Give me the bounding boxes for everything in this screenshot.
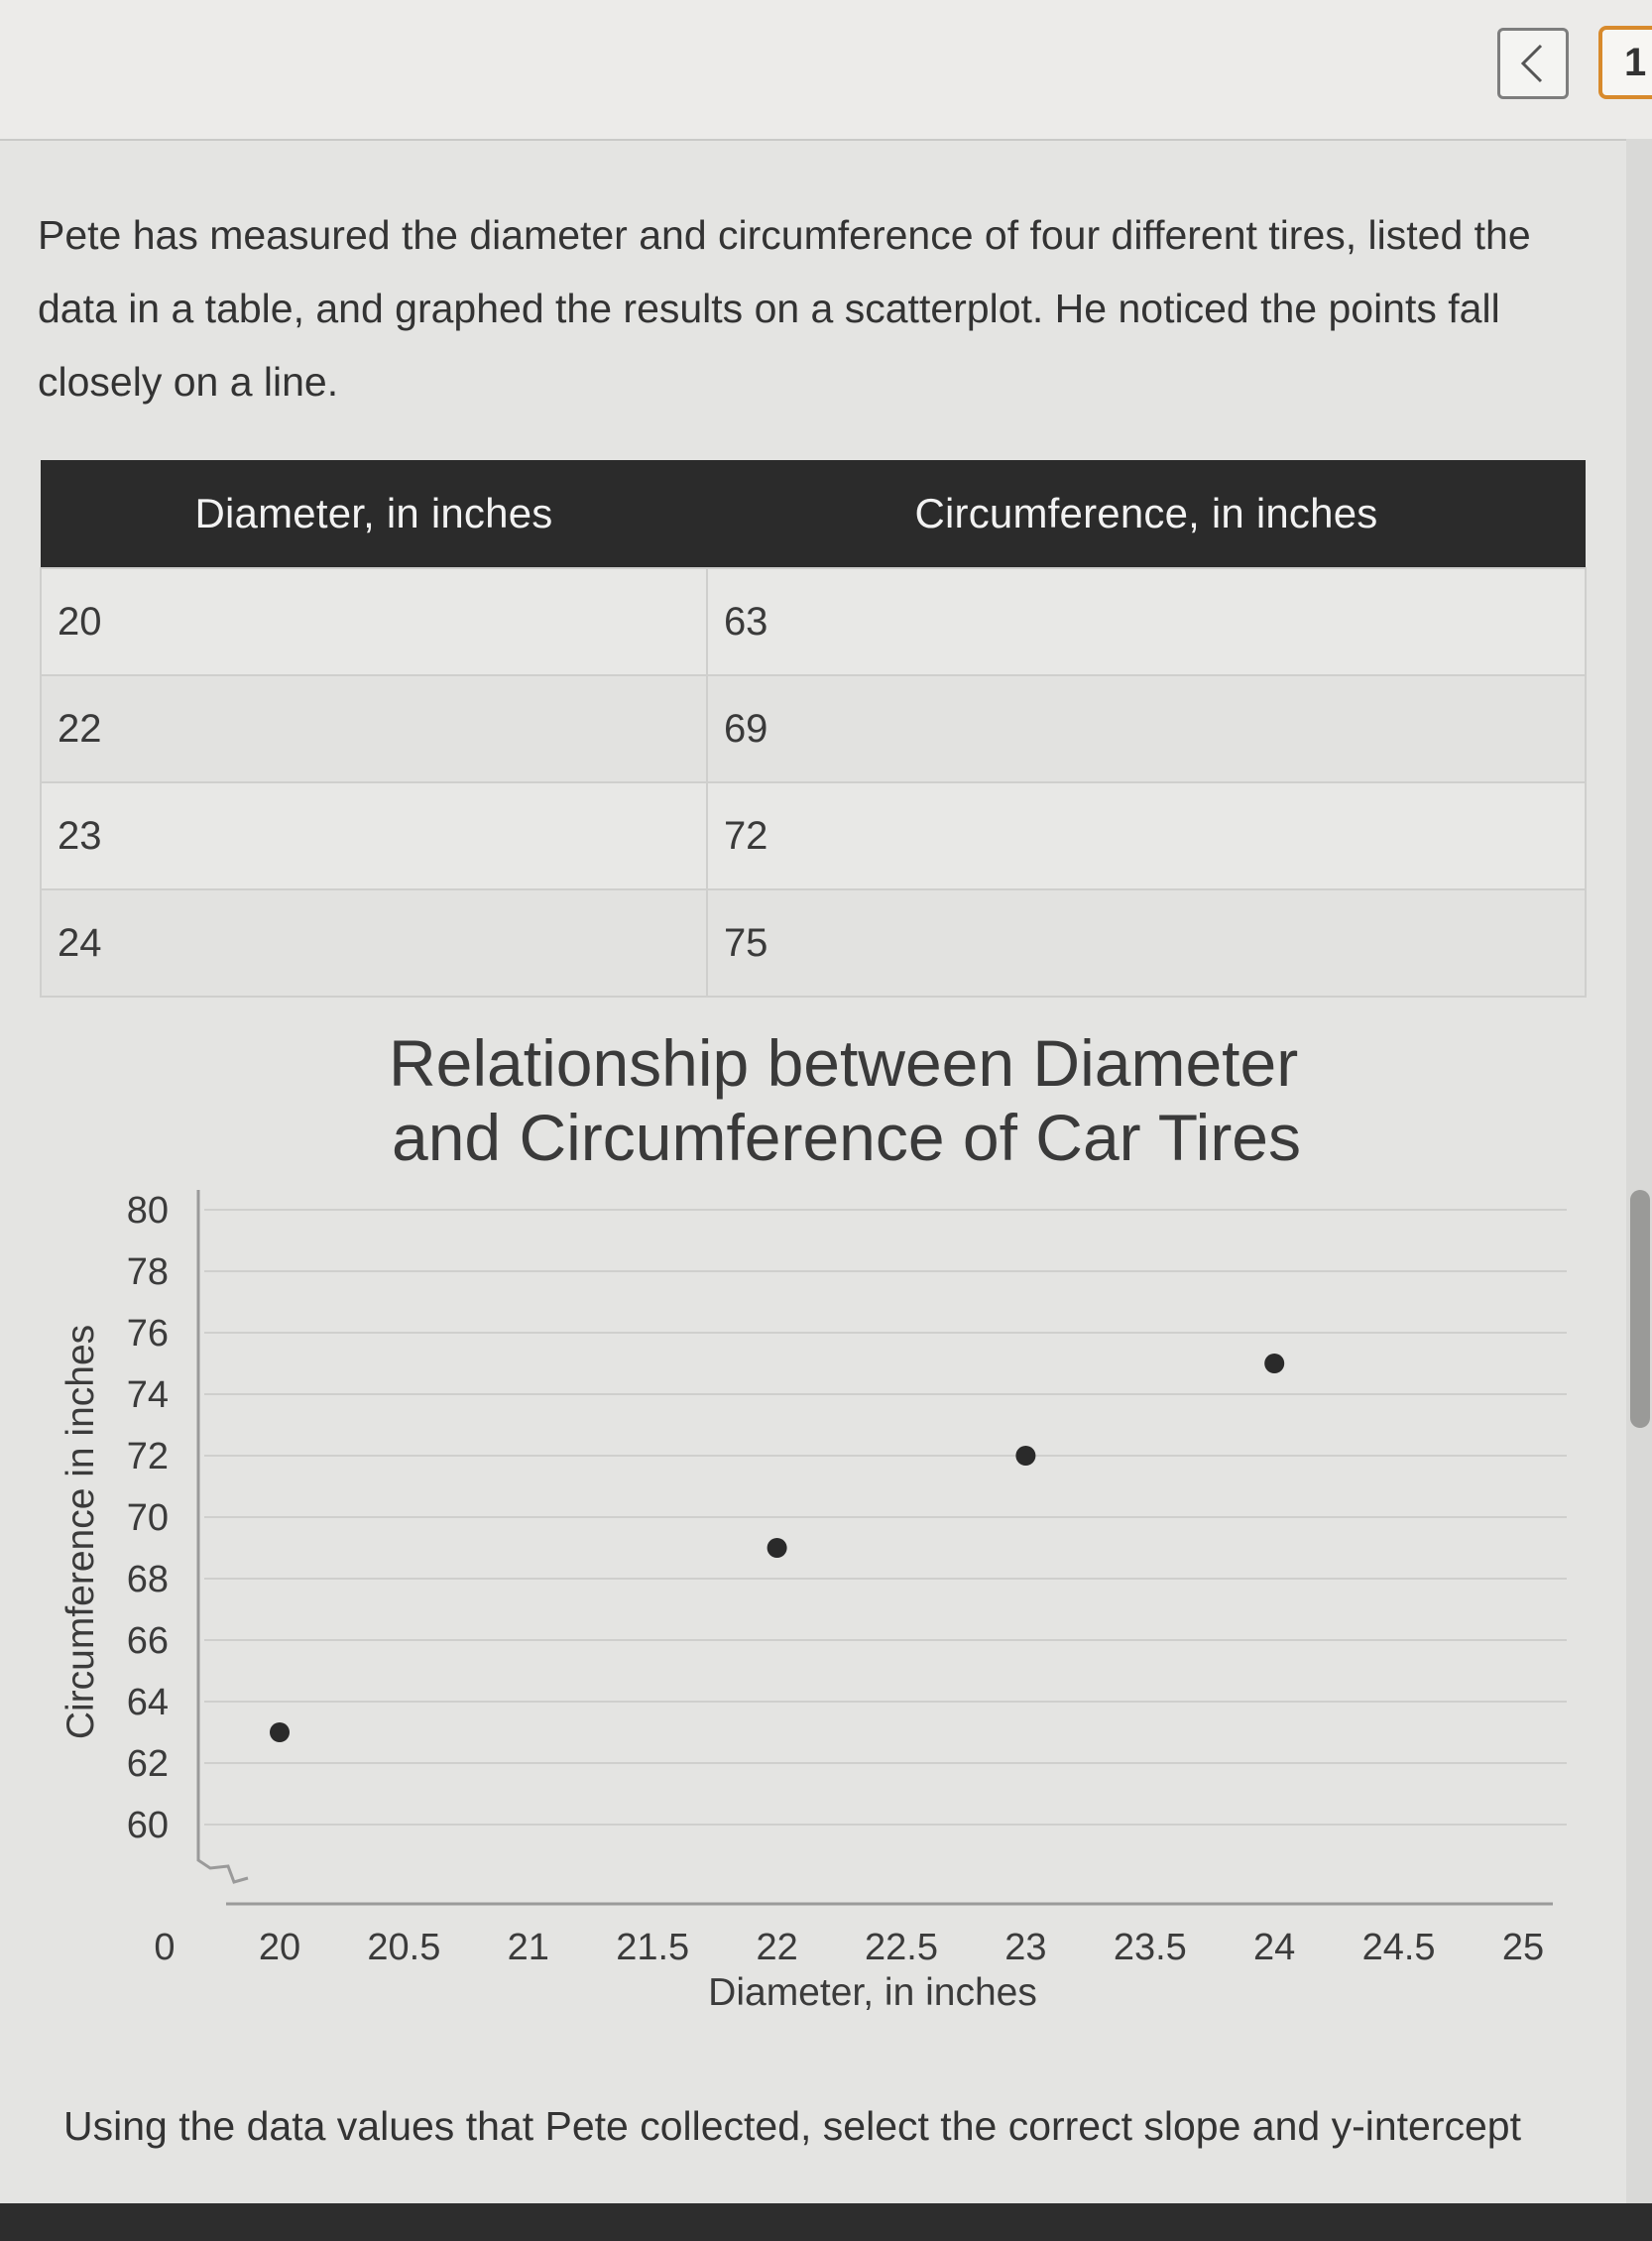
- question-number-chip[interactable]: 1: [1598, 26, 1652, 99]
- chart-title-line-2: and Circumference of Car Tires: [392, 1101, 1301, 1174]
- data-points: [270, 1354, 1285, 1742]
- x-tick-label: 21.5: [616, 1927, 689, 1968]
- table-row: 22 69: [40, 674, 1588, 783]
- y-tick-labels: 80 78 76 74 72 70 68 66 64 62 60: [127, 1190, 169, 1846]
- y-tick-label: 80: [127, 1190, 169, 1232]
- x-tick-label: 20: [259, 1927, 300, 1968]
- x-tick-label: 25: [1502, 1927, 1544, 1968]
- x-tick-label: 0: [154, 1927, 175, 1968]
- x-axis-label: Diameter, in inches: [708, 1971, 1037, 2014]
- y-axis-label: Circumference in inches: [59, 1325, 102, 1739]
- y-tick-label: 72: [127, 1436, 169, 1477]
- x-tick-label: 21: [508, 1927, 549, 1968]
- x-tick-label: 22.5: [865, 1927, 938, 1968]
- table-row: 24 75: [40, 888, 1588, 998]
- data-table: Diameter, in inches Circumference, in in…: [40, 460, 1588, 998]
- x-tick-label: 24: [1253, 1927, 1295, 1968]
- table-cell: 20: [40, 567, 708, 676]
- screen-bezel-bottom: [0, 2203, 1652, 2241]
- x-tick-label: 20.5: [367, 1927, 440, 1968]
- y-tick-label: 70: [127, 1497, 169, 1539]
- table-cell: 24: [40, 888, 708, 998]
- chart-title-line-1: Relationship between Diameter: [389, 1026, 1298, 1100]
- scatterplot: Relationship between Diameter and Circum…: [0, 1002, 1652, 2053]
- table-cell: 63: [705, 567, 1588, 676]
- x-tick-label: 23: [1004, 1927, 1046, 1968]
- column-header-diameter: Diameter, in inches: [41, 460, 707, 568]
- x-tick-label: 23.5: [1114, 1927, 1187, 1968]
- axis-break-mark: [196, 1834, 249, 1884]
- y-tick-label: 66: [127, 1620, 169, 1662]
- y-tick-label: 62: [127, 1743, 169, 1785]
- grid-lines: [204, 1209, 1567, 1826]
- table-cell: 22: [40, 674, 708, 783]
- data-point: [767, 1538, 787, 1558]
- y-tick-label: 60: [127, 1805, 169, 1846]
- table-cell: 69: [705, 674, 1588, 783]
- data-point: [270, 1722, 290, 1742]
- top-toolbar: 1: [0, 0, 1652, 141]
- chevron-left-icon: [1520, 44, 1543, 83]
- data-point: [1015, 1446, 1036, 1466]
- scatterplot-svg: Relationship between Diameter and Circum…: [59, 1026, 1567, 2014]
- x-tick-label: 24.5: [1362, 1927, 1436, 1968]
- y-tick-label: 64: [127, 1682, 169, 1723]
- instruction-text: Using the data values that Pete collecte…: [63, 2103, 1521, 2149]
- y-tick-label: 68: [127, 1559, 169, 1600]
- y-tick-label: 76: [127, 1313, 169, 1355]
- table-cell: 23: [40, 781, 708, 890]
- x-tick-label: 22: [756, 1927, 797, 1968]
- table-row: 23 72: [40, 781, 1588, 890]
- question-text: Pete has measured the diameter and circu…: [38, 212, 1531, 405]
- x-tick-labels: 0 20 20.5 21 21.5 22 22.5 23 23.5 24 24.5 25: [154, 1927, 1544, 1968]
- y-tick-label: 78: [127, 1251, 169, 1293]
- table-header-row: Diameter, in inches Circumference, in in…: [41, 460, 1586, 568]
- y-tick-label: 74: [127, 1374, 169, 1416]
- back-button[interactable]: [1497, 28, 1569, 99]
- column-header-circumference: Circumference, in inches: [706, 460, 1586, 568]
- data-point: [1264, 1354, 1285, 1373]
- table-row: 20 63: [40, 567, 1588, 676]
- table-cell: 75: [705, 888, 1588, 998]
- scrollbar-thumb[interactable]: [1630, 1190, 1650, 1428]
- table-cell: 72: [705, 781, 1588, 890]
